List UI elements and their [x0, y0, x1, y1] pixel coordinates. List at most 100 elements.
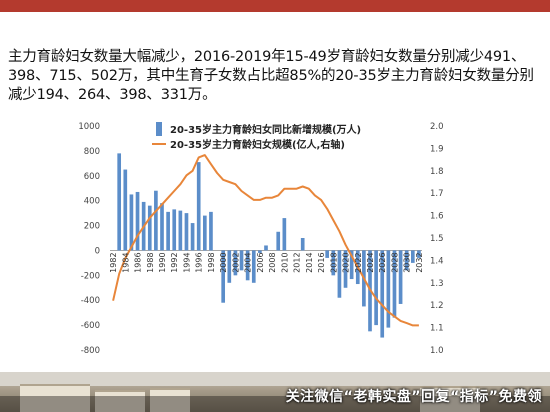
right-tick-label: 1.9 — [430, 144, 444, 154]
x-tick-label: 1986 — [134, 252, 143, 272]
x-tick-label: 2012 — [293, 252, 302, 272]
bar-mark — [184, 213, 189, 251]
bar-mark — [374, 250, 378, 326]
x-tick-label: 2008 — [268, 252, 277, 272]
bar-mark — [282, 218, 287, 251]
bar-mark — [135, 191, 140, 251]
x-tick-label: 2010 — [280, 252, 289, 272]
bar-mark — [258, 250, 262, 253]
footer-building — [150, 388, 190, 412]
bar-mark — [196, 162, 201, 251]
left-tick-label: 600 — [84, 172, 100, 182]
bar-series-layer — [117, 153, 421, 338]
bar-mark — [233, 250, 238, 276]
footer-building — [20, 384, 90, 412]
x-tick-label: 2026 — [378, 252, 387, 272]
line-series-layer — [112, 154, 419, 327]
bar-mark — [178, 210, 183, 251]
bar-mark — [386, 250, 391, 328]
bar-mark — [300, 238, 305, 251]
bar-mark — [325, 250, 330, 258]
bar-mark — [331, 250, 336, 276]
chart-legend: 20-35岁主力育龄妇女同比新增规模(万人) 20-35岁主力育龄妇女规模(亿人… — [152, 122, 361, 151]
x-tick-label: 1982 — [109, 252, 118, 272]
bar-mark — [337, 250, 342, 298]
left-tick-label: 800 — [84, 147, 100, 157]
right-tick-label: 1.3 — [430, 279, 444, 289]
legend-bar-swatch — [156, 122, 162, 136]
bar-mark — [123, 169, 128, 251]
top-accent-bar — [0, 0, 550, 12]
x-tick-label: 2020 — [342, 252, 351, 272]
bar-mark — [129, 194, 134, 251]
left-axis: 1000 800 600 400 200 0 -200 -400 -600 -800 — [78, 122, 100, 356]
left-tick-label: -600 — [81, 321, 100, 331]
x-tick-label: 2014 — [305, 252, 314, 272]
x-tick-label: 2018 — [329, 252, 338, 272]
footer-building — [95, 390, 145, 412]
x-tick-label: 2030 — [403, 252, 412, 272]
bar-mark — [417, 250, 421, 258]
footer-building — [420, 386, 480, 412]
x-tick-label: 2028 — [390, 252, 399, 272]
left-tick-label: -200 — [81, 271, 100, 281]
right-tick-label: 1.4 — [430, 256, 444, 266]
bar-mark — [343, 250, 348, 288]
x-tick-label: 2004 — [244, 252, 253, 272]
right-tick-label: 1.1 — [430, 324, 444, 334]
footer-promo-text: 关注微信“老韩实盘”回复“指标”免费领 — [285, 389, 542, 405]
right-tick-label: 2.0 — [430, 122, 444, 132]
footer-shade — [0, 396, 550, 412]
right-tick-label: 1.2 — [430, 301, 444, 311]
bar-mark — [154, 190, 158, 251]
bar-mark — [239, 250, 244, 271]
footer-banner: 关注微信“老韩实盘”回复“指标”免费领 — [0, 372, 550, 412]
bar-mark — [410, 250, 415, 263]
x-tick-label: 1998 — [207, 252, 216, 272]
right-axis: 2.0 1.9 1.8 1.7 1.6 1.5 1.4 1.3 1.2 1.1 1.0 — [430, 122, 444, 356]
left-tick-label: 1000 — [78, 122, 100, 132]
x-tick-label: 1990 — [158, 252, 167, 272]
legend-line-label: 20-35岁主力育龄妇女规模(亿人,右轴) — [170, 138, 345, 151]
bar-mark — [264, 245, 268, 251]
bar-mark — [276, 231, 281, 251]
bar-mark — [380, 250, 385, 338]
x-tick-label: 2002 — [231, 252, 240, 272]
bar-mark — [166, 211, 170, 251]
bar-mark — [117, 153, 122, 251]
legend-bar-label: 20-35岁主力育龄妇女同比新增规模(万人) — [170, 123, 361, 136]
x-tick-label: 1996 — [195, 252, 204, 272]
bar-mark — [209, 211, 213, 251]
right-tick-label: 1.8 — [430, 167, 444, 177]
bar-mark — [404, 250, 409, 271]
bar-mark — [349, 250, 354, 280]
x-tick-label: 1988 — [146, 252, 155, 272]
x-tick-label: 2006 — [256, 252, 265, 272]
right-tick-label: 1.0 — [430, 346, 444, 356]
left-tick-label: 0 — [95, 246, 100, 256]
x-tick-label: 1994 — [182, 252, 191, 272]
bar-mark — [202, 215, 207, 251]
left-tick-label: 200 — [84, 222, 100, 232]
left-tick-label: -400 — [81, 296, 100, 306]
x-tick-label: 2032 — [415, 252, 424, 272]
bar-mark — [172, 209, 177, 251]
bar-mark — [398, 250, 403, 304]
bar-mark — [160, 203, 164, 251]
left-tick-label: 400 — [84, 197, 100, 207]
bar-mark — [245, 250, 250, 281]
bar-mark — [227, 250, 232, 283]
x-tick-label: 2022 — [354, 252, 363, 272]
right-tick-label: 1.5 — [430, 234, 444, 244]
bar-mark — [392, 250, 397, 318]
bar-mark — [251, 250, 256, 283]
right-tick-label: 1.6 — [430, 212, 444, 222]
x-tick-label: 2016 — [317, 252, 326, 272]
x-tick-label: 1984 — [121, 252, 130, 272]
chart-container: 1000 800 600 400 200 0 -200 -400 -600 -800 2.0 1.9… — [0, 110, 550, 370]
x-tick-label: 2000 — [219, 252, 228, 272]
x-axis: 1982 1984 1986 1988 1990 1992 1994 1996 1998 2000… — [109, 252, 424, 272]
footer-sky — [0, 372, 550, 386]
x-tick-label: 2024 — [366, 252, 375, 272]
headline-text: 主力育龄妇女数量大幅减少，2016-2019年15-49岁育龄妇女数量分别减少4… — [8, 49, 534, 103]
